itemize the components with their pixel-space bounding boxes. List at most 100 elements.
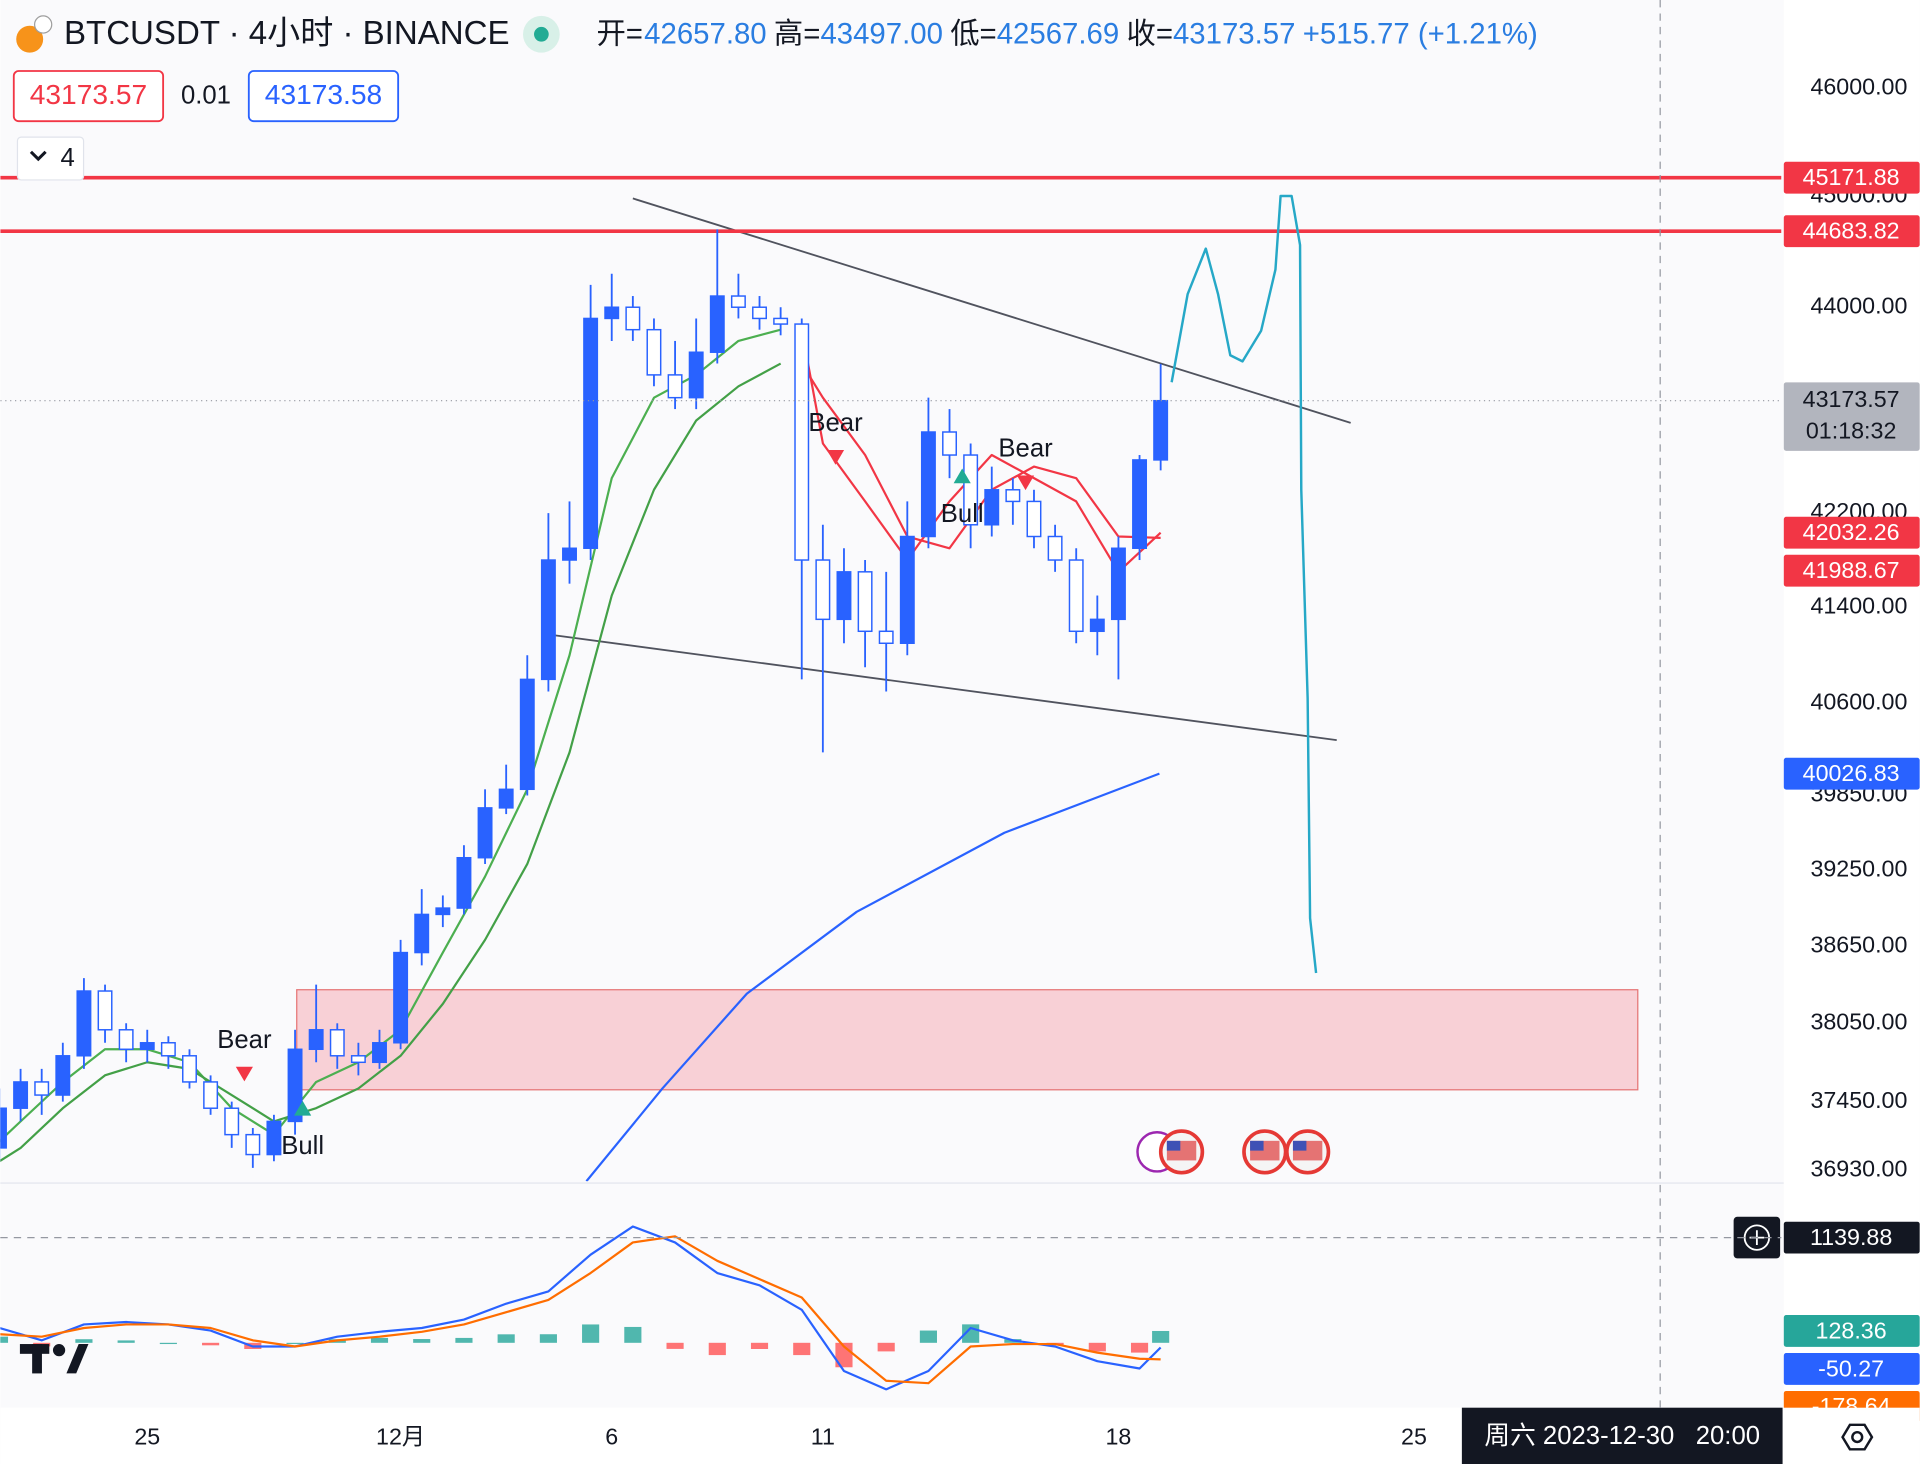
moving-average — [0, 362, 782, 1163]
histogram-bar — [624, 1326, 642, 1343]
histogram-bar — [370, 1337, 389, 1343]
candle-body — [498, 788, 514, 809]
chevron — [29, 150, 47, 162]
candle-body — [350, 1055, 366, 1064]
y-tick-label: 41400.00 — [1810, 593, 1907, 619]
price-badge-label: 45171.88 — [1803, 164, 1900, 190]
exchange-icon — [33, 15, 53, 34]
ohlc-label: 开= — [596, 17, 643, 50]
candle-body — [984, 489, 1000, 526]
candle-body — [203, 1081, 219, 1109]
histogram-bar — [413, 1339, 431, 1343]
ohlc-value: 43173.57 — [1173, 17, 1295, 50]
candle-body — [414, 913, 430, 954]
moving-average — [585, 772, 1160, 1182]
histogram-bar — [666, 1342, 684, 1349]
buy-button[interactable] — [247, 70, 400, 123]
candle-body — [773, 317, 789, 325]
candle-body — [920, 431, 936, 538]
candle-body — [752, 306, 767, 320]
candle-body — [393, 951, 409, 1044]
price-badge-label: 44683.82 — [1803, 218, 1900, 244]
time-axis-labels: 25 12月 6 11 18 25 周六 2023-12-30 20:00 — [134, 1407, 1783, 1464]
candle-body — [730, 295, 746, 308]
buy-price[interactable]: 43173.58 — [265, 79, 382, 110]
symbol[interactable]: BTCUSDT · 4小时 · BINANCE — [64, 15, 510, 52]
candle-body — [287, 1048, 303, 1123]
price-badge — [1783, 516, 1920, 549]
crosshair-time-badge — [1461, 1407, 1783, 1464]
candle-body — [1005, 489, 1021, 503]
trendline — [632, 197, 1351, 424]
projection-path — [1170, 194, 1318, 974]
y-tick-label: 36930.00 — [1810, 1156, 1907, 1182]
price-pane: Bear Bull Bear Bull Bear — [0, 175, 1782, 1182]
candle-body — [13, 1081, 29, 1109]
y-tick-label: 38050.00 — [1810, 1008, 1907, 1034]
candle-body — [794, 323, 810, 561]
supply-zone — [296, 989, 1639, 1091]
status-dot — [534, 26, 549, 42]
histogram-bar — [877, 1342, 895, 1352]
candle-body — [139, 1042, 155, 1051]
toolbar: 43173.57 0.01 43173.58 4 — [12, 70, 400, 181]
candle-body — [625, 306, 641, 331]
signal-line — [0, 1235, 1161, 1385]
ohlc-label: 低= — [950, 17, 997, 50]
settings-icon[interactable] — [1841, 1423, 1874, 1451]
candle-body — [245, 1133, 261, 1156]
x-tick-label: 11 — [811, 1423, 835, 1449]
histogram-bar — [582, 1324, 600, 1343]
candle-body — [942, 431, 957, 456]
candle-body — [667, 374, 683, 399]
histogram-bar — [0, 1336, 9, 1343]
histogram-bar — [497, 1334, 515, 1343]
ohlc-label: 收= — [1126, 17, 1173, 50]
price-badge — [1783, 757, 1920, 790]
candle-body — [182, 1055, 197, 1083]
candle-body — [435, 907, 451, 916]
candle-body — [0, 1107, 7, 1149]
crosshair-time-label: 周六 2023-12-30 20:00 — [1484, 1421, 1760, 1450]
candle-body — [1047, 535, 1063, 561]
histogram-bar — [1152, 1330, 1170, 1343]
candle-body — [899, 535, 915, 644]
indicator-count[interactable]: 4 — [60, 144, 74, 172]
y-tick-label: 46000.00 — [1810, 73, 1907, 99]
last-price-label: 43173.57 — [1803, 386, 1900, 412]
candle-body — [1026, 500, 1042, 538]
candle-body — [266, 1120, 282, 1156]
x-tick-label: 18 — [1105, 1423, 1131, 1449]
candle-body — [76, 990, 92, 1057]
event-icons — [1136, 1129, 1331, 1175]
y-tick-label: 38650.00 — [1810, 931, 1907, 957]
signal-marker — [826, 450, 845, 465]
indicator-toggle[interactable] — [16, 136, 85, 181]
histogram-bar — [1130, 1342, 1149, 1353]
sell-button[interactable] — [12, 70, 165, 123]
coin-icon — [16, 25, 44, 53]
histogram-bar — [202, 1342, 220, 1346]
x-tick-label: 25 — [1401, 1423, 1427, 1449]
price-badge-label: 42032.26 — [1803, 519, 1900, 545]
price-badge-label: 41988.67 — [1803, 557, 1900, 583]
sell-price[interactable]: 43173.57 — [30, 79, 147, 110]
histogram-bar — [793, 1342, 811, 1356]
signal-label: Bull — [281, 1132, 324, 1160]
spread: 0.01 — [181, 81, 231, 109]
candle-body — [963, 454, 979, 526]
price-axis-labels: 46000.0045000.0044000.0042200.0041400.00… — [1733, 73, 1920, 1423]
candle-body — [1132, 459, 1148, 549]
y-tick-label: 39250.00 — [1810, 855, 1907, 881]
ohlc-value: 42657.80 — [644, 17, 766, 50]
ohlc: 开=42657.80 高=43497.00 低=42567.69 收=43173… — [596, 17, 1537, 50]
macd-line — [0, 1225, 1162, 1391]
price-badge-label: 128.36 — [1816, 1317, 1887, 1343]
tv-logo — [19, 1344, 89, 1374]
histogram-bar — [159, 1342, 177, 1345]
y-tick-label: 37450.00 — [1810, 1087, 1907, 1113]
histogram-bar — [750, 1342, 769, 1349]
price-badge-label: 1139.88 — [1810, 1224, 1892, 1250]
histogram-bar — [117, 1340, 135, 1343]
